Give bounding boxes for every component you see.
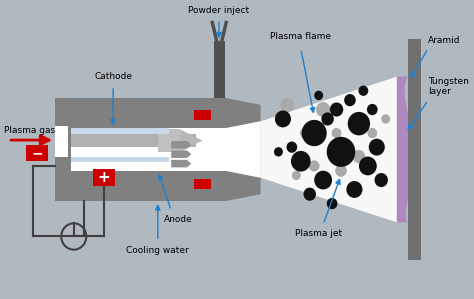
Polygon shape [171, 150, 191, 158]
Polygon shape [225, 171, 261, 201]
Circle shape [314, 171, 332, 190]
Circle shape [274, 147, 283, 157]
FancyBboxPatch shape [71, 157, 169, 162]
FancyBboxPatch shape [193, 179, 211, 190]
FancyBboxPatch shape [158, 129, 180, 152]
FancyBboxPatch shape [93, 169, 115, 186]
Text: Cooling water: Cooling water [127, 246, 189, 255]
Text: −: − [31, 146, 43, 160]
Text: Aramid: Aramid [428, 36, 461, 45]
Circle shape [286, 141, 297, 153]
Circle shape [367, 128, 377, 138]
Circle shape [321, 112, 334, 126]
Circle shape [348, 112, 370, 135]
Circle shape [335, 164, 347, 177]
Polygon shape [171, 160, 191, 167]
Polygon shape [180, 129, 202, 152]
Circle shape [327, 198, 337, 209]
FancyBboxPatch shape [68, 171, 225, 201]
FancyBboxPatch shape [55, 126, 68, 157]
FancyBboxPatch shape [55, 98, 71, 201]
Polygon shape [171, 141, 191, 149]
Circle shape [327, 137, 356, 167]
Circle shape [359, 157, 377, 175]
Circle shape [369, 139, 385, 155]
Circle shape [330, 103, 343, 117]
Circle shape [353, 150, 365, 163]
Circle shape [367, 104, 378, 115]
Circle shape [316, 102, 330, 117]
FancyBboxPatch shape [26, 145, 48, 161]
FancyBboxPatch shape [68, 154, 225, 171]
Polygon shape [397, 77, 415, 222]
Polygon shape [261, 77, 397, 222]
Circle shape [346, 181, 363, 198]
Circle shape [309, 160, 319, 172]
Text: Plasma jet: Plasma jet [295, 229, 342, 238]
Circle shape [374, 173, 388, 187]
Circle shape [301, 120, 327, 146]
FancyBboxPatch shape [68, 98, 225, 128]
Circle shape [275, 110, 291, 127]
FancyBboxPatch shape [408, 39, 420, 260]
FancyBboxPatch shape [193, 109, 211, 120]
FancyBboxPatch shape [214, 41, 225, 98]
Text: +: + [98, 170, 110, 185]
Circle shape [281, 98, 294, 112]
Text: Plasma flame: Plasma flame [270, 32, 331, 41]
Circle shape [300, 127, 310, 139]
Polygon shape [225, 121, 261, 178]
Circle shape [314, 91, 323, 100]
Text: Cathode: Cathode [94, 72, 132, 81]
Text: Tungsten
layer: Tungsten layer [428, 77, 469, 96]
FancyBboxPatch shape [71, 134, 196, 147]
Circle shape [303, 187, 316, 201]
FancyBboxPatch shape [68, 128, 225, 154]
Polygon shape [225, 98, 261, 128]
Circle shape [344, 94, 356, 106]
Text: Anode: Anode [164, 215, 192, 224]
FancyBboxPatch shape [71, 128, 169, 134]
Circle shape [381, 114, 390, 124]
Text: Powder inject: Powder inject [189, 6, 250, 15]
Circle shape [291, 151, 310, 172]
Circle shape [292, 171, 301, 180]
Circle shape [332, 128, 341, 138]
Circle shape [358, 86, 368, 96]
Text: Plasma gas: Plasma gas [4, 126, 55, 135]
